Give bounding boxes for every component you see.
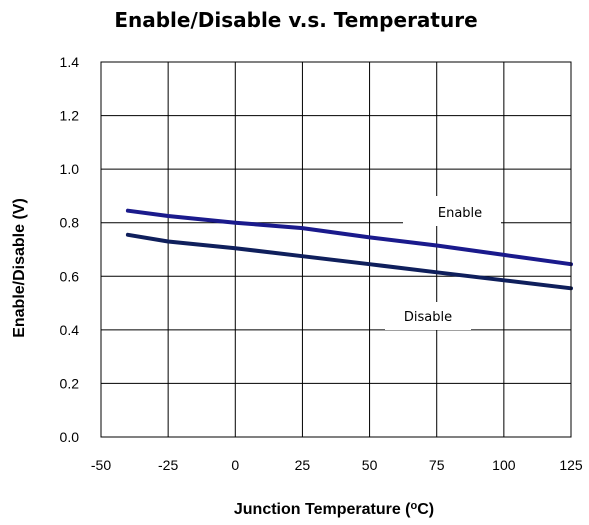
x-tick-label: 50: [362, 457, 378, 473]
x-tick-label: 100: [492, 457, 516, 473]
y-tick-label: 1.4: [60, 54, 80, 70]
x-tick-label: -25: [158, 457, 178, 473]
y-tick-label: 0.0: [60, 429, 80, 445]
enable-label: Enable: [438, 206, 482, 221]
enable-label-box: [403, 196, 501, 226]
disable-label: Disable: [404, 310, 452, 325]
x-axis-label-main: Junction Temperature (: [234, 501, 411, 518]
grid: [100, 61, 572, 438]
y-tick-label: 1.2: [60, 108, 80, 124]
y-tick-label: 0.8: [60, 215, 80, 231]
x-axis-label-degree: o: [411, 500, 418, 512]
x-tick-label: -50: [91, 457, 111, 473]
x-tick-label: 25: [295, 457, 311, 473]
y-tick-label: 0.2: [60, 375, 80, 391]
plot-frame: [100, 61, 572, 438]
x-tick-label: 0: [231, 457, 239, 473]
y-axis-label: Enable/Disable (V): [11, 198, 28, 338]
series-line-enable: [125, 208, 573, 267]
x-tick-label: 75: [429, 457, 445, 473]
x-tick-label: 125: [559, 457, 583, 473]
series-line-disable: [125, 232, 573, 291]
series-lines: [125, 208, 573, 291]
x-axis-label-unit: C): [417, 501, 434, 518]
x-axis-label: Junction Temperature (oC): [234, 500, 434, 518]
y-tick-label: 0.4: [60, 322, 80, 338]
disable-label-box: [385, 302, 471, 330]
tick-labels: -50 -25 0 25 50 75 100 125 0.0 0.2 0.4 0.6 0.8 1.0 1.2…: [60, 54, 583, 473]
y-tick-label: 0.6: [60, 268, 80, 284]
chart-title: Enable/Disable v.s. Temperature: [114, 8, 477, 32]
y-tick-label: 1.0: [60, 161, 80, 177]
